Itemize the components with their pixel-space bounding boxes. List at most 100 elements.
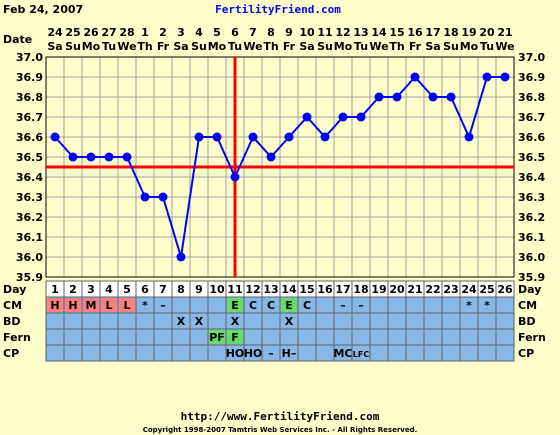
temperature-point bbox=[194, 132, 204, 142]
x-weekday-label: Mo bbox=[334, 40, 353, 53]
row-cell-value: 12 bbox=[245, 283, 260, 296]
x-weekday-label: Th bbox=[137, 40, 152, 53]
y-tick-label-right: 35.9 bbox=[518, 271, 545, 284]
x-weekday-label: Su bbox=[65, 40, 81, 53]
row-label-right: BD bbox=[518, 315, 536, 328]
temperature-point bbox=[140, 192, 150, 202]
temperature-point bbox=[464, 132, 474, 142]
x-weekday-label: Mo bbox=[208, 40, 227, 53]
row-cell-value: 11 bbox=[227, 283, 242, 296]
row-cell-value: 1 bbox=[51, 283, 59, 296]
row-label-right: CP bbox=[518, 347, 534, 360]
x-weekday-label: We bbox=[495, 40, 514, 53]
row-cell-value: E bbox=[231, 299, 239, 312]
x-date-label: 3 bbox=[177, 26, 185, 39]
temperature-point bbox=[122, 152, 132, 162]
row-cell-value: 13 bbox=[263, 283, 278, 296]
row-cell-value: 21 bbox=[407, 283, 422, 296]
row-cell-value: 24 bbox=[461, 283, 477, 296]
row-cell-highlight bbox=[209, 330, 225, 344]
row-cell-value: HO bbox=[226, 347, 245, 360]
x-date-label: 7 bbox=[249, 26, 257, 39]
row-cell-value: * bbox=[484, 299, 490, 312]
x-date-label: 1 bbox=[141, 26, 149, 39]
temperature-point bbox=[230, 172, 240, 182]
y-tick-label-right: 36.7 bbox=[518, 111, 545, 124]
x-weekday-label: Tu bbox=[102, 40, 116, 53]
y-tick-label-left: 36.4 bbox=[16, 171, 43, 184]
x-date-label: 21 bbox=[497, 26, 512, 39]
row-cell-value: – bbox=[268, 347, 274, 360]
temperature-point bbox=[104, 152, 114, 162]
temperature-point bbox=[284, 132, 294, 142]
y-tick-label-left: 36.3 bbox=[16, 191, 43, 204]
x-date-label: 2 bbox=[159, 26, 167, 39]
row-cell-value: 26 bbox=[497, 283, 513, 296]
x-weekday-label: Su bbox=[443, 40, 459, 53]
y-tick-label-left: 35.9 bbox=[16, 271, 43, 284]
row-cell-value: – bbox=[340, 299, 346, 312]
x-weekday-label: Su bbox=[191, 40, 207, 53]
row-cell-value: X bbox=[285, 315, 294, 328]
y-tick-label-left: 36.6 bbox=[16, 131, 43, 144]
temperature-point bbox=[68, 152, 78, 162]
x-weekday-label: Sa bbox=[299, 40, 314, 53]
temperature-point bbox=[320, 132, 330, 142]
x-date-label: 28 bbox=[119, 26, 134, 39]
x-date-label: 15 bbox=[389, 26, 404, 39]
row-label-left: Fern bbox=[3, 331, 31, 344]
date-row-label: Date bbox=[3, 33, 32, 46]
row-cell-value: 10 bbox=[209, 283, 225, 296]
row-cell-value: 7 bbox=[159, 283, 167, 296]
row-cell-value: 22 bbox=[425, 283, 440, 296]
temperature-point bbox=[212, 132, 222, 142]
x-weekday-label: We bbox=[369, 40, 388, 53]
row-cell-value: C bbox=[249, 299, 257, 312]
x-weekday-label: Sa bbox=[173, 40, 188, 53]
row-cell-value: LFC bbox=[353, 350, 370, 359]
x-date-label: 6 bbox=[231, 26, 239, 39]
x-weekday-label: Fr bbox=[283, 40, 296, 53]
row-cell-value: E bbox=[285, 299, 293, 312]
temperature-point bbox=[410, 72, 420, 82]
row-cell-value: 17 bbox=[335, 283, 350, 296]
row-cell-value: HO bbox=[244, 347, 263, 360]
site-title[interactable]: FertilityFriend.com bbox=[215, 3, 341, 16]
row-cell-value: C bbox=[303, 299, 311, 312]
y-tick-label-right: 36.4 bbox=[518, 171, 545, 184]
x-weekday-label: Tu bbox=[480, 40, 494, 53]
row-cell-highlight bbox=[65, 298, 81, 312]
row-cell-value: 5 bbox=[123, 283, 131, 296]
x-date-label: 26 bbox=[83, 26, 99, 39]
row-cell-value: L bbox=[105, 299, 112, 312]
temperature-point bbox=[338, 112, 348, 122]
x-date-label: 24 bbox=[47, 26, 63, 39]
temperature-point bbox=[86, 152, 96, 162]
x-weekday-label: Fr bbox=[409, 40, 422, 53]
footer-url[interactable]: http://www.FertilityFriend.com bbox=[181, 410, 380, 423]
row-label-left: CP bbox=[3, 347, 19, 360]
row-cell-value: X bbox=[177, 315, 186, 328]
x-date-label: 19 bbox=[461, 26, 476, 39]
y-tick-label-left: 36.2 bbox=[16, 211, 43, 224]
x-date-label: 8 bbox=[267, 26, 275, 39]
x-weekday-label: Tu bbox=[354, 40, 368, 53]
x-date-label: 12 bbox=[335, 26, 350, 39]
row-cell-value: X bbox=[231, 315, 240, 328]
x-date-label: 14 bbox=[371, 26, 387, 39]
row-cell-value: H bbox=[50, 299, 59, 312]
row-label-left: Day bbox=[3, 283, 26, 296]
row-cell-value: 18 bbox=[353, 283, 368, 296]
row-cell-value: C bbox=[267, 299, 275, 312]
row-label-right: Fern bbox=[518, 331, 546, 344]
x-weekday-label: We bbox=[243, 40, 262, 53]
y-tick-label-right: 36.1 bbox=[518, 231, 545, 244]
temperature-point bbox=[50, 132, 60, 142]
row-label-right: Day bbox=[518, 283, 541, 296]
row-cell-highlight bbox=[227, 298, 243, 312]
row-label-left: CM bbox=[3, 299, 22, 312]
y-tick-label-left: 36.5 bbox=[16, 151, 43, 164]
temperature-series bbox=[50, 72, 510, 262]
coverline-layer bbox=[46, 57, 514, 277]
